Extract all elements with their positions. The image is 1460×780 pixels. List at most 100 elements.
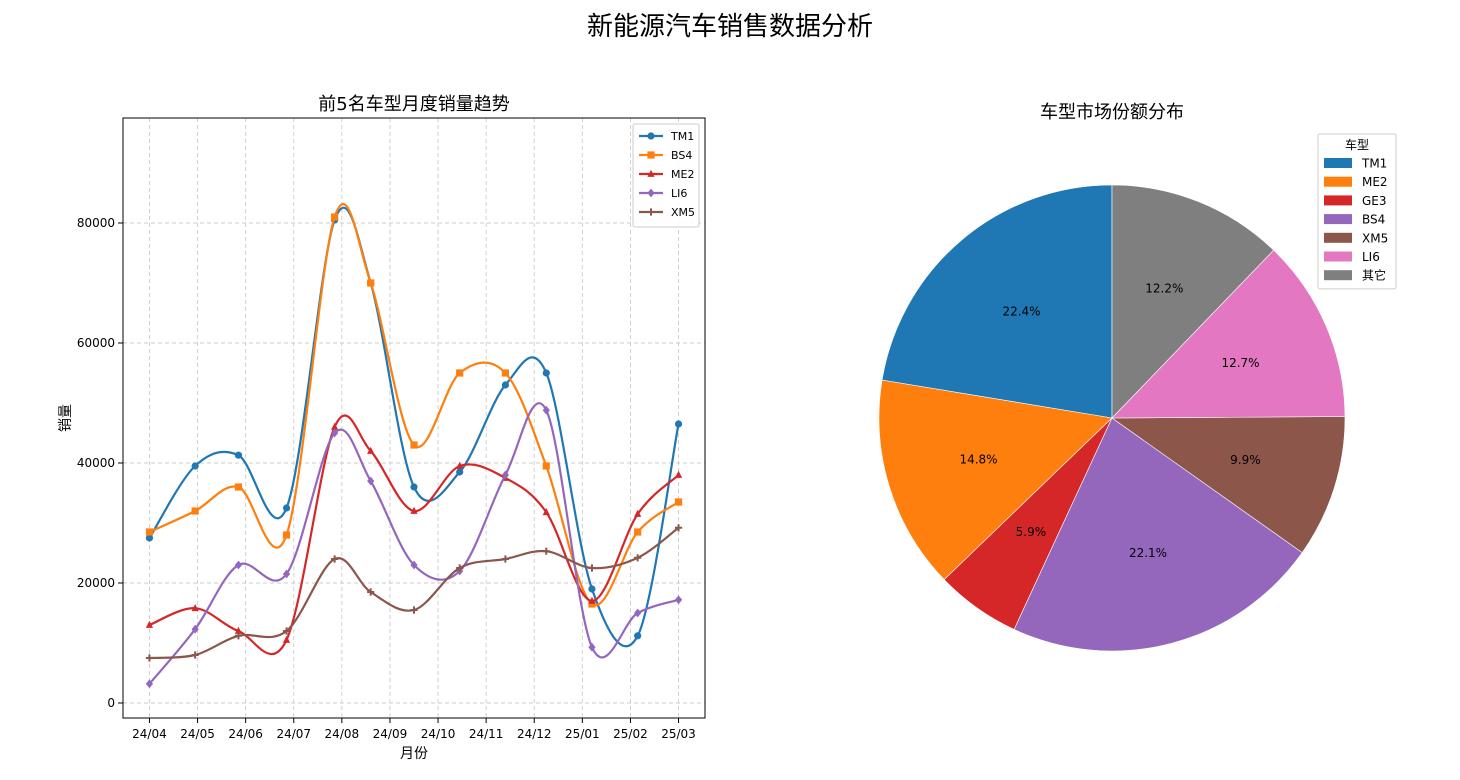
pie-legend-label: ME2 bbox=[1362, 175, 1388, 189]
data-point bbox=[674, 420, 683, 428]
pie-slice-XM5 bbox=[1111, 416, 1346, 553]
data-point bbox=[331, 555, 339, 563]
data-point bbox=[674, 470, 683, 478]
series-LI6 bbox=[145, 402, 683, 689]
data-point bbox=[674, 595, 683, 605]
data-point bbox=[501, 470, 509, 480]
figure-title: 新能源汽车销售数据分析 bbox=[586, 12, 873, 42]
series-line bbox=[149, 202, 680, 607]
legend-marker bbox=[647, 132, 655, 140]
data-point bbox=[542, 462, 550, 470]
pie-legend-label: GE3 bbox=[1362, 194, 1387, 208]
data-point bbox=[588, 600, 596, 608]
data-point bbox=[456, 369, 464, 377]
data-point bbox=[191, 507, 199, 515]
x-axis-ticks: 24/04 24/05 24/06 24/07 24/08 24/09 24/10 24/11… bbox=[132, 718, 696, 741]
data-point bbox=[191, 651, 199, 659]
pie-chart-title: 车型市场份额分布 bbox=[1040, 102, 1184, 123]
pie-chart: 车型市场份额分布 22.4% 14.8% 5.9% 22.1% 9.9% 12.7% 12.… bbox=[878, 102, 1397, 652]
series-line bbox=[148, 206, 680, 648]
data-point bbox=[234, 560, 243, 570]
legend-label: LI6 bbox=[671, 187, 687, 200]
legend-marker bbox=[647, 151, 655, 159]
pie-percent-label: 5.9% bbox=[1016, 525, 1047, 539]
pie-legend-box bbox=[1317, 133, 1397, 290]
pie-percent-label: 12.2% bbox=[1145, 281, 1183, 295]
data-point bbox=[191, 604, 199, 612]
data-point bbox=[145, 654, 154, 662]
data-point bbox=[367, 588, 375, 596]
pie-slice-其它 bbox=[1111, 184, 1275, 419]
line-chart-legend: TM1 BS4 ME2 LI6 XM5 bbox=[632, 123, 700, 228]
series-line bbox=[148, 402, 679, 685]
data-point bbox=[456, 461, 464, 469]
legend-marker bbox=[647, 188, 655, 198]
pie-legend-label: 其它 bbox=[1362, 268, 1386, 283]
data-point bbox=[234, 632, 243, 640]
data-point bbox=[634, 528, 642, 536]
data-point bbox=[367, 446, 375, 454]
line-chart: 前5名车型月度销量趋势 24/04 24/05 24/06 24/07 24/08 24/… bbox=[58, 94, 706, 762]
data-point bbox=[410, 483, 418, 491]
legend-label: ME2 bbox=[671, 168, 694, 181]
x-axis-label: 月份 bbox=[400, 746, 428, 762]
data-point bbox=[501, 381, 509, 389]
data-point bbox=[501, 555, 509, 563]
data-point bbox=[588, 642, 596, 652]
data-point bbox=[588, 585, 596, 593]
pie-legend-swatch bbox=[1324, 158, 1352, 168]
pie-legend-label: XM5 bbox=[1362, 231, 1388, 245]
pie-percent-label: 14.8% bbox=[959, 453, 997, 467]
data-point bbox=[367, 476, 375, 486]
data-point bbox=[634, 509, 642, 517]
series-line bbox=[149, 526, 680, 660]
data-point bbox=[282, 627, 291, 635]
data-point bbox=[191, 462, 199, 470]
data-point bbox=[234, 483, 243, 491]
pie-percent-labels: 22.4% 14.8% 5.9% 22.1% 9.9% 12.7% 12.2% bbox=[959, 281, 1260, 560]
data-point bbox=[588, 596, 596, 604]
pie-percent-label: 9.9% bbox=[1230, 453, 1261, 467]
y-tick-label: 60000 bbox=[77, 336, 115, 350]
data-point bbox=[145, 620, 154, 628]
pie-legend-title: 车型 bbox=[1345, 137, 1369, 152]
x-tick-label: 24/10 bbox=[421, 727, 456, 741]
x-tick-label: 24/07 bbox=[276, 727, 311, 741]
pie-slice-TM1 bbox=[881, 184, 1113, 419]
data-point bbox=[456, 564, 464, 572]
data-point bbox=[542, 369, 550, 377]
pie-legend-swatch bbox=[1324, 232, 1352, 243]
data-point bbox=[331, 428, 339, 438]
legend-label: BS4 bbox=[671, 149, 692, 162]
data-point bbox=[542, 405, 550, 415]
pie-percent-label: 22.1% bbox=[1129, 546, 1167, 560]
data-point bbox=[542, 508, 550, 516]
pie-legend-swatch bbox=[1324, 214, 1352, 225]
y-axis-label: 销量 bbox=[58, 404, 74, 432]
pie-percent-label: 12.7% bbox=[1221, 356, 1259, 370]
data-point bbox=[331, 213, 339, 221]
pie-slices bbox=[878, 184, 1346, 652]
x-tick-label: 24/06 bbox=[228, 727, 263, 741]
x-tick-label: 24/05 bbox=[180, 727, 215, 741]
data-point bbox=[456, 468, 464, 476]
pie-legend-label: BS4 bbox=[1362, 213, 1385, 227]
line-chart-title: 前5名车型月度销量趋势 bbox=[318, 94, 509, 115]
pie-legend-swatch bbox=[1324, 270, 1352, 281]
data-point bbox=[634, 608, 642, 618]
y-tick-label: 40000 bbox=[77, 456, 115, 470]
legend-label: TM1 bbox=[670, 130, 694, 143]
legend-label: XM5 bbox=[671, 206, 695, 219]
data-point bbox=[410, 560, 418, 570]
pie-chart-legend: 车型 TM1 ME2 GE3 BS4 XM5 LI6 其它 bbox=[1317, 133, 1397, 290]
x-tick-label: 24/09 bbox=[373, 727, 408, 741]
series-XM5 bbox=[145, 524, 683, 662]
data-point bbox=[282, 531, 291, 539]
data-point bbox=[634, 554, 642, 562]
data-point bbox=[674, 498, 683, 506]
data-point bbox=[410, 506, 418, 514]
data-point bbox=[501, 369, 509, 377]
data-point bbox=[542, 547, 550, 555]
data-point bbox=[331, 422, 339, 430]
